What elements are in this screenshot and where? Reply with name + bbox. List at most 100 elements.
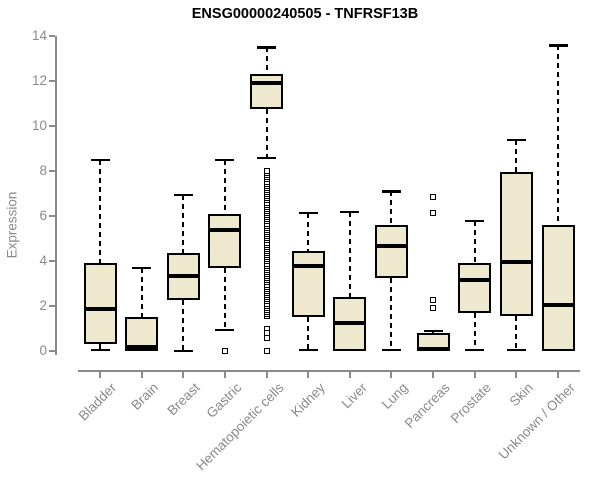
x-tick-label-lung: Lung (379, 380, 412, 412)
y-tick-8 (49, 170, 55, 172)
whisker-cap-upper-kidney (298, 211, 318, 215)
x-tick-label-unknown-other: Unknown / Other (495, 380, 578, 463)
whisker-upper-kidney (307, 212, 310, 251)
median-breast (166, 273, 200, 278)
x-tick-prostate (473, 372, 476, 378)
y-axis-line (55, 36, 57, 355)
x-tick-hematopoietic-cells (265, 372, 268, 378)
y-tick-12 (49, 80, 55, 82)
whisker-cap-upper-brain (132, 266, 152, 270)
outlier-stack-point-hematopoietic-cells (263, 168, 270, 174)
outlier-pancreas (430, 193, 437, 200)
y-tick-label-12: 12 (31, 73, 47, 88)
median-bladder (83, 307, 117, 312)
whisker-upper-prostate (473, 220, 476, 264)
y-tick-label-10: 10 (31, 118, 47, 133)
y-tick-14 (49, 35, 55, 37)
whisker-lower-lung (390, 277, 393, 350)
whisker-lower-breast (182, 300, 185, 351)
whisker-cap-upper-gastric (215, 158, 235, 162)
median-prostate (458, 278, 492, 283)
y-tick-0 (49, 350, 55, 352)
whisker-lower-bladder (99, 344, 101, 350)
whisker-cap-upper-skin (506, 138, 526, 141)
y-tick-4 (49, 260, 55, 262)
whisker-cap-lower-skin (506, 348, 526, 352)
x-tick-bladder (99, 372, 101, 378)
whisker-lower-prostate (473, 312, 476, 350)
y-tick-label-14: 14 (31, 28, 47, 43)
x-tick-unknown-other (557, 372, 560, 378)
y-tick-10 (49, 125, 55, 127)
median-kidney (291, 263, 325, 268)
median-pancreas (416, 346, 450, 351)
x-tick-label-bladder: Bladder (76, 380, 120, 424)
y-tick-label-8: 8 (39, 163, 47, 178)
box-skin (499, 172, 533, 317)
whisker-cap-lower-bladder (90, 348, 110, 352)
x-tick-label-liver: Liver (338, 380, 370, 412)
whisker-cap-upper-breast (173, 193, 193, 197)
whisker-upper-bladder (99, 159, 101, 264)
box-prostate (458, 263, 492, 313)
median-lung (374, 244, 408, 249)
box-bladder (83, 263, 117, 345)
x-tick-gastric (223, 372, 226, 378)
whisker-lower-hematopoietic-cells (265, 109, 268, 158)
x-tick-skin (515, 372, 518, 378)
x-tick-breast (182, 372, 185, 378)
box-hematopoietic-cells (250, 74, 284, 110)
x-tick-pancreas (432, 372, 435, 378)
whisker-cap-lower-prostate (465, 348, 485, 352)
whisker-lower-skin (515, 316, 518, 350)
x-axis-line (78, 370, 580, 372)
whisker-lower-gastric (223, 267, 226, 330)
x-tick-label-brain: Brain (128, 380, 162, 413)
box-kidney (291, 250, 325, 318)
whisker-upper-hematopoietic-cells (265, 47, 268, 75)
x-tick-brain (140, 372, 143, 378)
box-unknown-other (541, 225, 575, 351)
whisker-cap-upper-hematopoietic-cells (257, 46, 277, 49)
whisker-cap-upper-bladder (90, 158, 110, 162)
x-tick-label-kidney: Kidney (288, 380, 328, 420)
outlier-gastric (221, 347, 228, 354)
x-tick-label-gastric: Gastric (203, 380, 245, 421)
x-tick-label-prostate: Prostate (448, 380, 495, 427)
outlier-pancreas (430, 305, 437, 312)
whisker-cap-lower-hematopoietic-cells (257, 156, 277, 159)
outlier-hematopoietic-cells (263, 334, 270, 341)
x-tick-kidney (307, 372, 310, 378)
outlier-pancreas (430, 209, 437, 216)
median-hematopoietic-cells (250, 81, 284, 86)
chart-title: ENSG00000240505 - TNFRSF13B (191, 6, 419, 22)
median-unknown-other (541, 302, 575, 307)
whisker-upper-brain (140, 267, 143, 318)
y-tick-label-2: 2 (39, 298, 47, 313)
whisker-cap-upper-lung (381, 190, 401, 193)
box-gastric (208, 213, 242, 268)
median-gastric (208, 227, 242, 232)
y-tick-label-4: 4 (39, 253, 47, 268)
x-tick-label-skin: Skin (506, 380, 537, 410)
median-brain (125, 344, 159, 349)
whisker-cap-lower-kidney (298, 348, 318, 352)
whisker-upper-unknown-other (557, 45, 560, 225)
whisker-cap-lower-gastric (215, 328, 235, 332)
y-tick-2 (49, 305, 55, 307)
whisker-cap-upper-pancreas (423, 329, 443, 333)
whisker-cap-upper-unknown-other (548, 44, 568, 47)
whisker-upper-gastric (223, 159, 226, 214)
x-tick-label-breast: Breast (164, 380, 203, 419)
y-tick-label-0: 0 (39, 343, 47, 358)
y-tick-label-6: 6 (39, 208, 47, 223)
whisker-upper-liver (348, 211, 351, 297)
outlier-hematopoietic-cells (263, 347, 270, 354)
outlier-pancreas (430, 297, 437, 304)
x-tick-lung (390, 372, 393, 378)
whisker-upper-lung (390, 191, 393, 225)
whisker-cap-lower-breast (173, 349, 193, 353)
median-liver (333, 320, 367, 325)
